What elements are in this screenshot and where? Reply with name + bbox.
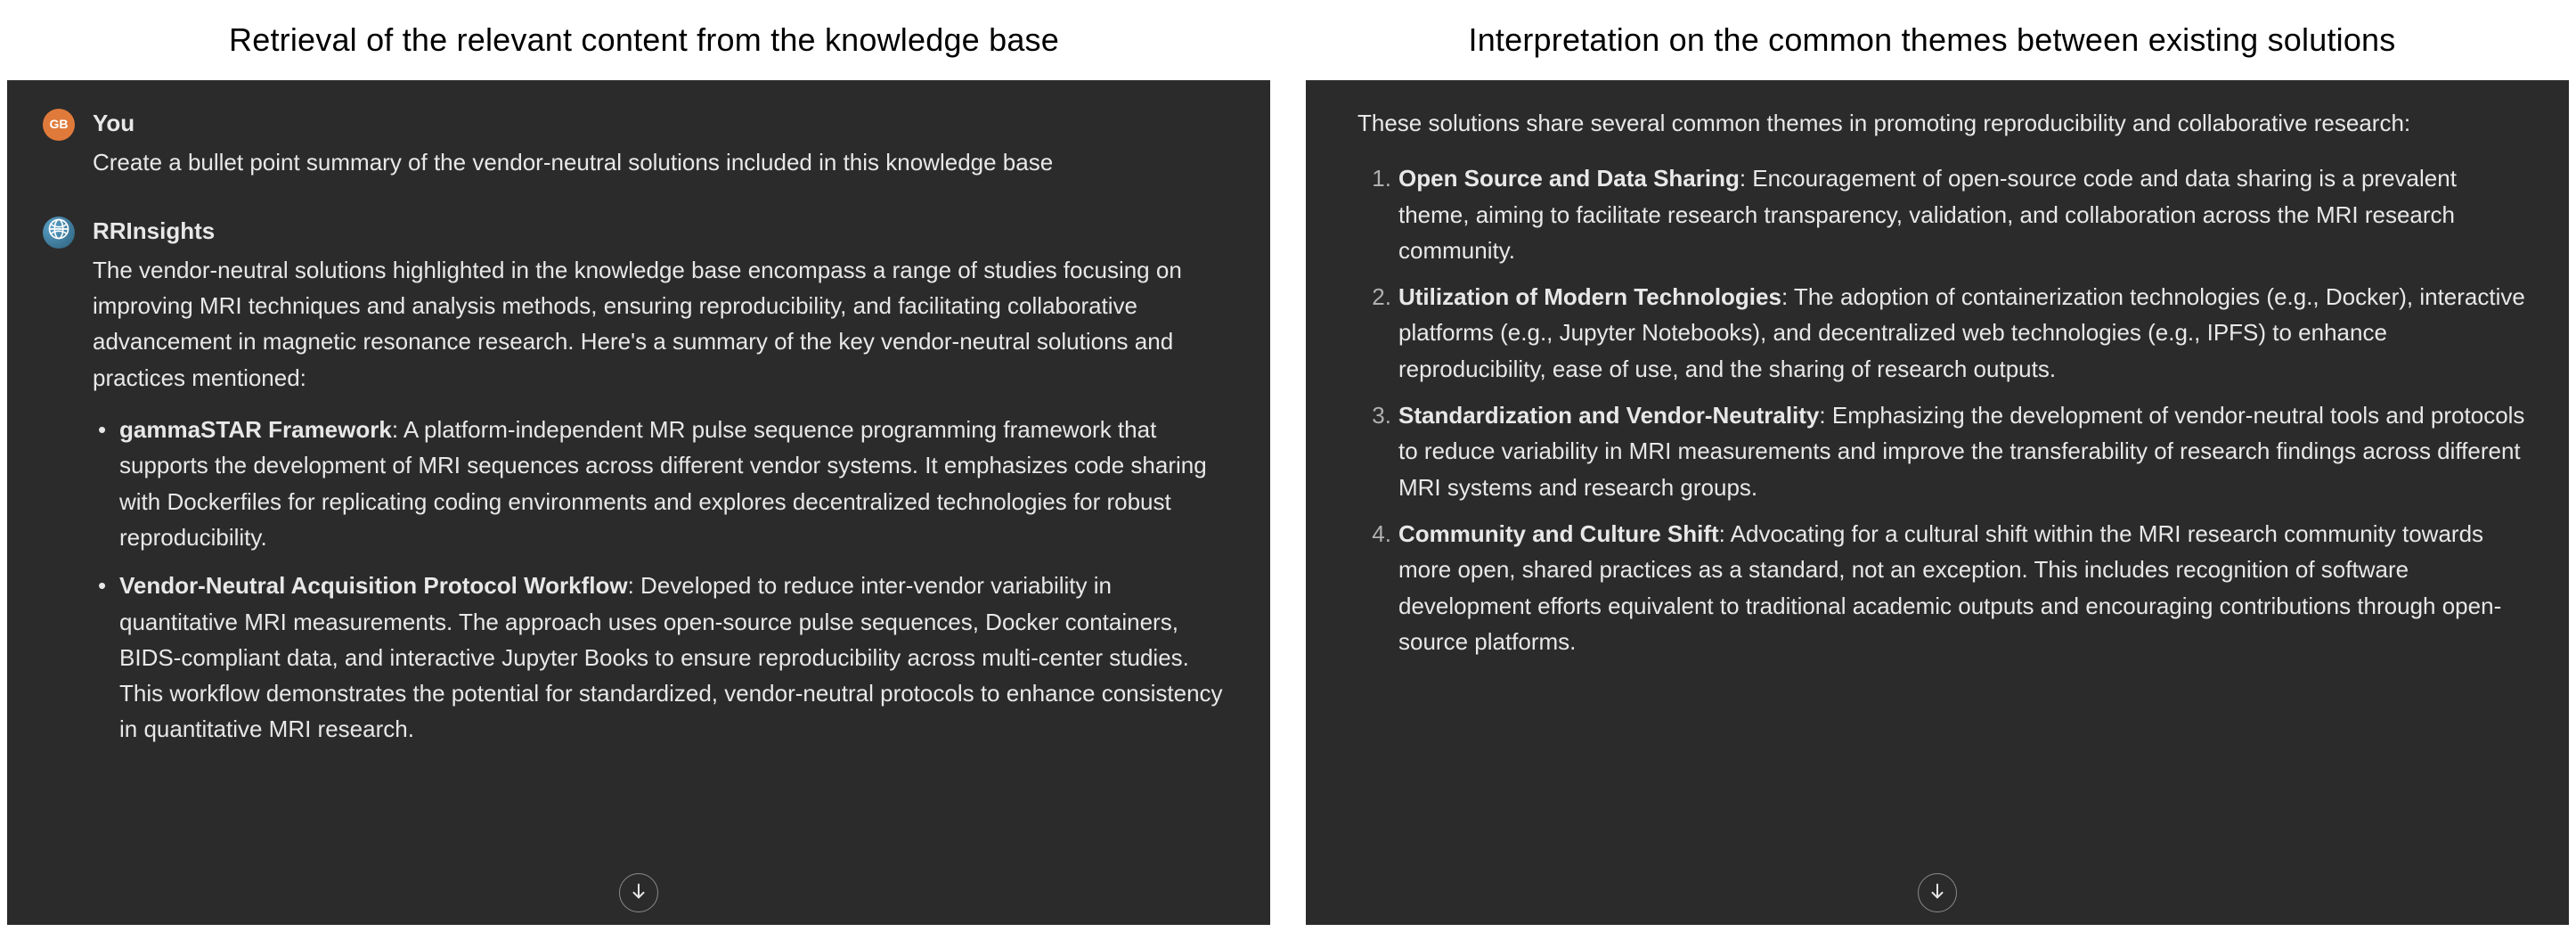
list-item: Standardization and Vendor-Neutrality: E… <box>1357 397 2533 505</box>
bullet-title: Vendor-Neutral Acquisition Protocol Work… <box>119 572 628 599</box>
user-avatar-initials: GB <box>50 115 69 135</box>
user-message: GB You Create a bullet point summary of … <box>43 105 1235 181</box>
list-item: gammaSTAR Framework: A platform-independ… <box>93 412 1235 555</box>
themes-intro: These solutions share several common the… <box>1357 105 2533 141</box>
theme-title: Utilization of Modern Technologies <box>1398 283 1781 310</box>
arrow-down-icon <box>1928 875 1947 911</box>
list-item: Utilization of Modern Technologies: The … <box>1357 279 2533 387</box>
heading-left: Retrieval of the relevant content from t… <box>0 21 1288 59</box>
list-item: Open Source and Data Sharing: Encouragem… <box>1357 160 2533 268</box>
bot-message-body: RRInsights The vendor-neutral solutions … <box>93 213 1235 760</box>
page-root: Retrieval of the relevant content from t… <box>0 0 2576 932</box>
user-avatar: GB <box>43 109 75 141</box>
bot-message: RRInsights The vendor-neutral solutions … <box>43 213 1235 760</box>
user-prompt-text: Create a bullet point summary of the ven… <box>93 144 1235 180</box>
bot-bullet-list: gammaSTAR Framework: A platform-independ… <box>93 412 1235 748</box>
left-chat-panel: GB You Create a bullet point summary of … <box>7 80 1270 925</box>
scroll-down-button[interactable] <box>619 873 658 912</box>
theme-title: Community and Culture Shift <box>1398 520 1719 547</box>
list-item: Community and Culture Shift: Advocating … <box>1357 516 2533 659</box>
right-content: These solutions share several common the… <box>1341 105 2533 659</box>
headings-row: Retrieval of the relevant content from t… <box>0 0 2576 80</box>
theme-title: Standardization and Vendor-Neutrality <box>1398 402 1819 429</box>
bullet-title: gammaSTAR Framework <box>119 416 392 443</box>
panels-row: GB You Create a bullet point summary of … <box>0 80 2576 932</box>
list-item: Vendor-Neutral Acquisition Protocol Work… <box>93 568 1235 747</box>
user-role-label: You <box>93 105 1235 141</box>
theme-title: Open Source and Data Sharing <box>1398 165 1740 192</box>
user-message-body: You Create a bullet point summary of the… <box>93 105 1235 181</box>
bot-avatar <box>43 217 75 249</box>
themes-list: Open Source and Data Sharing: Encouragem… <box>1357 160 2533 659</box>
heading-right: Interpretation on the common themes betw… <box>1288 21 2576 59</box>
right-chat-panel: These solutions share several common the… <box>1306 80 2569 925</box>
bot-name: RRInsights <box>93 213 1235 249</box>
globe-icon <box>46 217 71 248</box>
arrow-down-icon <box>629 875 648 911</box>
bot-intro-text: The vendor-neutral solutions highlighted… <box>93 252 1235 396</box>
scroll-down-button[interactable] <box>1918 873 1957 912</box>
